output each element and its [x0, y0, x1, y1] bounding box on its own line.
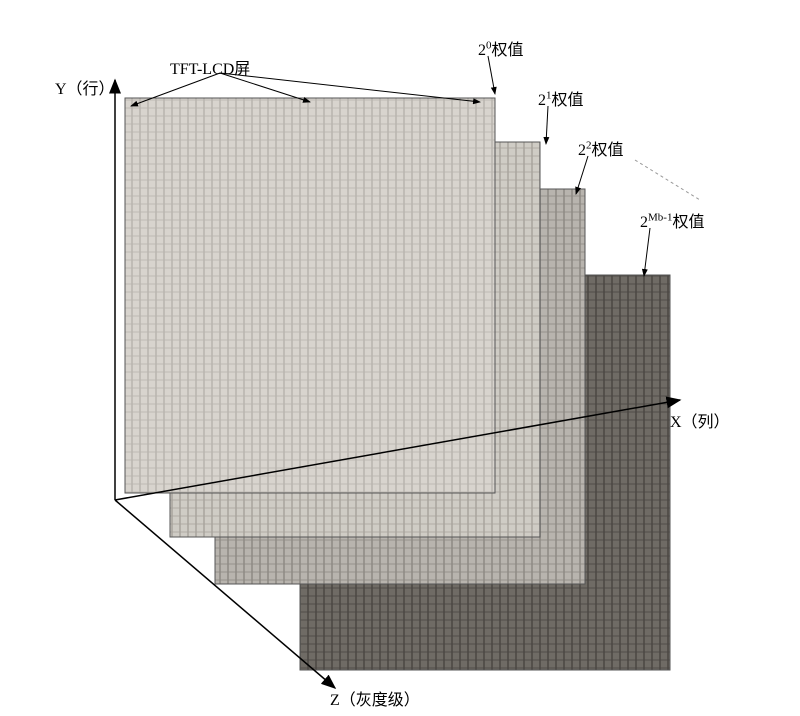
weight-label-3: 2Mb-1权值: [640, 208, 704, 232]
bit-plane-0: [125, 98, 495, 493]
weight-label-0: 20权值: [478, 36, 524, 60]
z-axis-label: Z（灰度级）: [330, 686, 420, 710]
x-axis-label: X（列）: [670, 408, 730, 432]
diagram-canvas: [0, 0, 800, 716]
tft-lcd-label: TFT-LCD屏: [170, 55, 250, 79]
weight-label-1: 21权值: [538, 86, 584, 110]
y-axis-label: Y（行）: [55, 75, 115, 99]
weight-label-2: 22权值: [578, 136, 624, 160]
